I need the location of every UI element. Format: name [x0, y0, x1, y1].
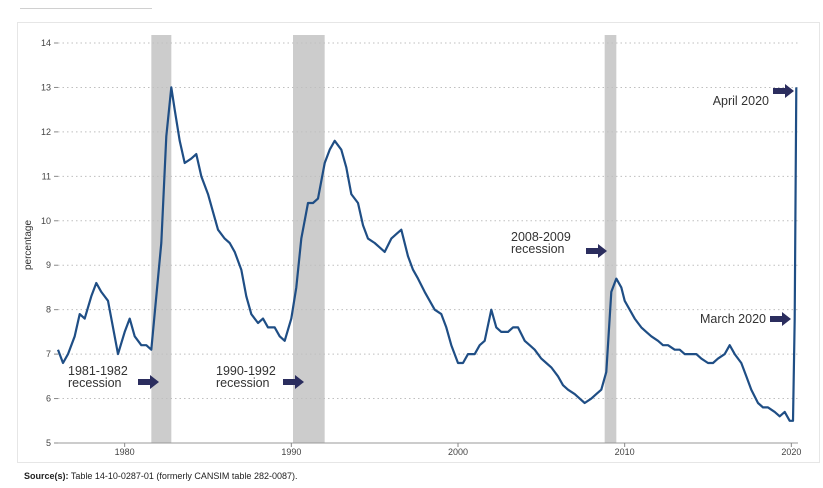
annotation-1990-1992-label-2: recession: [216, 376, 270, 390]
top-divider: [20, 8, 152, 9]
annotation-april-2020-label: April 2020: [713, 94, 769, 108]
source-note: Source(s): Table 14-10-0287-01 (formerly…: [24, 471, 297, 481]
x-tick-label-2010: 2010: [615, 447, 635, 457]
annotation-1981-1982-label-2: recession: [68, 376, 122, 390]
annotation-2008-2009-label-2: recession: [511, 242, 565, 256]
y-tick-label-11: 11: [42, 171, 51, 181]
x-axis: 1980 1990 2000 2010 2020: [58, 442, 801, 457]
y-tick-label-8: 8: [46, 305, 51, 315]
unemployment-rate-line: [56, 86, 798, 422]
y-tick-label-7: 7: [46, 349, 51, 359]
annotation-march-2020-arrow: [770, 312, 791, 326]
annotation-april-2020-arrow: [773, 84, 794, 98]
annotation-2008-2009-arrow: [586, 244, 607, 258]
x-tick-label-2000: 2000: [448, 447, 468, 457]
y-tick-label-5: 5: [46, 438, 51, 448]
y-tick-label-10: 10: [41, 216, 51, 226]
data-series: [56, 86, 798, 422]
y-tick-label-13: 13: [41, 82, 51, 92]
y-tick-label-6: 6: [46, 394, 51, 404]
x-tick-label-2020: 2020: [781, 447, 801, 457]
annotation-1990-1992-label: 1990-1992: [216, 364, 276, 378]
annotations: 1981-1982recession1990-1992recession2008…: [68, 84, 794, 390]
y-tick-label-14: 14: [41, 38, 51, 48]
recession-band-2: [293, 35, 325, 443]
chart-svg: 1980 1990 2000 2010 2020 5 6 7 8 9 10 11 12 13 14 per…: [23, 35, 801, 457]
annotation-1981-1982-label: 1981-1982: [68, 364, 128, 378]
source-label: Source(s):: [24, 471, 69, 481]
chart-panel: 1980 1990 2000 2010 2020 5 6 7 8 9 10 11 12 13 14 per…: [17, 22, 820, 463]
y-axis: 5 6 7 8 9 10 11 12 13 14: [41, 38, 58, 448]
annotation-1990-1992-arrow: [283, 375, 304, 389]
source-text: Table 14-10-0287-01 (formerly CANSIM tab…: [70, 471, 298, 481]
x-tick-label-1980: 1980: [115, 447, 135, 457]
x-tick-label-1990: 1990: [281, 447, 301, 457]
recession-band-3: [604, 35, 617, 443]
y-tick-label-12: 12: [41, 127, 51, 137]
y-tick-label-9: 9: [46, 260, 51, 270]
annotation-1981-1982-arrow: [138, 375, 159, 389]
annotation-march-2020-label: March 2020: [700, 312, 766, 326]
annotation-2008-2009-label: 2008-2009: [511, 230, 571, 244]
y-axis-label: percentage: [23, 220, 34, 270]
